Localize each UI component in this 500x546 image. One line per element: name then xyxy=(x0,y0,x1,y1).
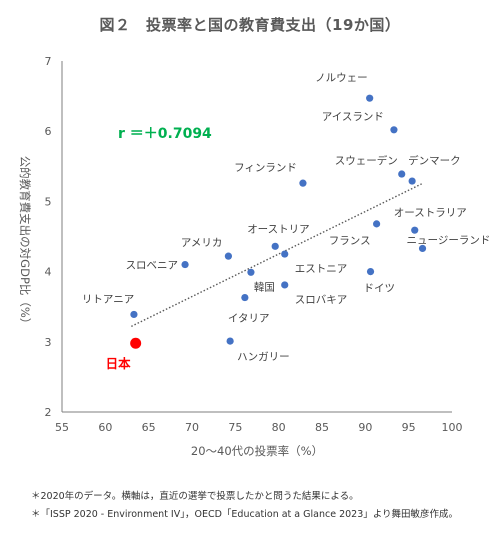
x-tick-label: 80 xyxy=(272,421,286,434)
point-label: 日本 xyxy=(106,356,132,371)
point-label: アイスランド xyxy=(322,111,384,123)
point-label: ハンガリー xyxy=(237,351,290,363)
y-axis-title: 公的教育費支出の対GDP比（%） xyxy=(18,156,32,330)
point-label: デンマーク xyxy=(408,154,461,167)
y-tick-label: 7 xyxy=(45,55,52,68)
point-label: ノルウェー xyxy=(315,72,368,84)
correlation-annotation: r ＝＋0.7094 xyxy=(118,126,212,142)
data-point xyxy=(299,179,307,187)
data-point xyxy=(247,268,255,276)
point-label: オーストラリア xyxy=(394,207,467,219)
data-point xyxy=(181,260,189,269)
data-point xyxy=(373,220,381,228)
footnote-1: ＊2020年のデータ。横軸は，直近の選挙で投票したかと問うた結果による。 xyxy=(31,491,359,502)
point-label: アメリカ xyxy=(181,237,222,249)
point-label: ドイツ xyxy=(364,283,396,295)
japan-point xyxy=(130,337,142,349)
data-point xyxy=(398,170,406,178)
x-tick-label: 100 xyxy=(442,421,463,434)
point-label: スウェーデン xyxy=(335,154,398,167)
x-tick-label: 95 xyxy=(402,421,416,434)
footnote-2: ＊「ISSP 2020 - Environment IV」，OECD「Educa… xyxy=(31,509,459,520)
x-tick-label: 90 xyxy=(358,421,372,434)
data-point xyxy=(390,126,398,134)
y-tick-label: 3 xyxy=(45,336,52,349)
x-tick-label: 60 xyxy=(98,421,112,434)
point-label: フィンランド xyxy=(234,162,297,174)
point-label: リトアニア xyxy=(82,293,134,305)
data-point xyxy=(411,226,419,234)
point-label: イタリア xyxy=(228,313,270,325)
chart-title: 図２ 投票率と国の教育費支出（19か国） xyxy=(99,16,401,34)
data-point xyxy=(366,268,375,276)
data-point xyxy=(224,252,232,260)
data-point xyxy=(226,337,234,345)
trend-line xyxy=(131,183,422,327)
point-label: エストニア xyxy=(295,263,348,275)
data-point xyxy=(271,242,279,250)
x-tick-label: 55 xyxy=(55,421,69,434)
y-tick-label: 4 xyxy=(45,266,52,279)
point-label: 韓国 xyxy=(254,281,275,293)
data-point xyxy=(281,281,289,289)
point-label: スロベニア xyxy=(126,260,179,272)
data-point xyxy=(366,94,374,102)
x-tick-label: 85 xyxy=(315,421,329,434)
x-axis-title: 20〜40代の投票率（%） xyxy=(191,444,323,458)
x-tick-label: 65 xyxy=(142,421,156,434)
data-point xyxy=(130,310,138,319)
point-label: スロバキア xyxy=(295,294,348,306)
point-label: オーストリア xyxy=(247,223,309,235)
point-label: フランス xyxy=(329,235,371,247)
x-tick-label: 70 xyxy=(185,421,199,434)
data-point xyxy=(281,250,289,258)
y-tick-label: 5 xyxy=(45,195,52,208)
data-point xyxy=(418,244,427,253)
y-tick-label: 2 xyxy=(45,406,52,419)
y-tick-label: 6 xyxy=(45,125,52,138)
point-label: ニュージーランド xyxy=(407,234,491,246)
x-tick-label: 75 xyxy=(228,421,242,434)
data-point xyxy=(408,177,416,185)
data-point xyxy=(241,293,249,302)
